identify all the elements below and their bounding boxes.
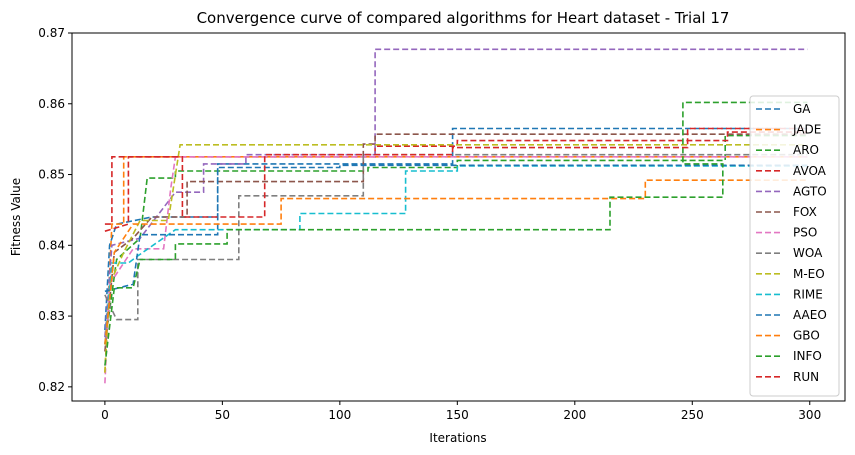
x-axis-ticks: 0 50 100 150 200 250 300 xyxy=(101,401,821,422)
series-line-woa xyxy=(104,153,808,321)
y-tick-label: 0.86 xyxy=(38,97,65,111)
series-layer xyxy=(104,48,808,384)
x-tick-label: 300 xyxy=(798,408,821,422)
x-tick-label: 150 xyxy=(446,408,469,422)
legend-box xyxy=(749,95,840,397)
y-tick-label: 0.87 xyxy=(38,26,65,40)
series-line-aaeo xyxy=(104,164,808,293)
plot-frame xyxy=(71,32,846,402)
y-tick-label: 0.83 xyxy=(38,309,65,323)
legend-label: RUN xyxy=(793,370,819,384)
legend-label: FOX xyxy=(793,205,817,219)
legend-label: GA xyxy=(793,102,811,116)
x-axis-label: Iterations xyxy=(429,431,486,445)
legend-label: AVOA xyxy=(793,164,827,178)
y-axis-ticks: 0.82 0.83 0.84 0.85 0.86 0.87 xyxy=(38,26,72,394)
series-line-gbo xyxy=(104,179,808,345)
series-line-info xyxy=(104,101,808,366)
y-tick-label: 0.85 xyxy=(38,168,65,182)
legend-label: RIME xyxy=(793,287,823,301)
y-tick-label: 0.84 xyxy=(38,238,65,252)
series-line-fox xyxy=(104,133,808,352)
legend-label: ARO xyxy=(793,143,819,157)
legend-label: WOA xyxy=(793,246,823,260)
legend: GA JADE ARO AVOA AGTO FOX PSO WOA M-EO RIME AAEO GB… xyxy=(749,95,840,397)
legend-label: AAEO xyxy=(793,308,827,322)
series-line-rime xyxy=(104,165,808,345)
y-axis-label: Fitness Value xyxy=(9,178,23,256)
legend-label: M-EO xyxy=(793,267,825,281)
legend-label: AGTO xyxy=(793,184,827,198)
y-tick-label: 0.82 xyxy=(38,380,65,394)
series-line-avoa xyxy=(104,131,808,232)
legend-label: PSO xyxy=(793,226,817,240)
legend-label: INFO xyxy=(793,349,822,363)
x-tick-label: 100 xyxy=(328,408,351,422)
x-tick-label: 250 xyxy=(681,408,704,422)
legend-label: JADE xyxy=(792,123,821,137)
x-tick-label: 50 xyxy=(215,408,230,422)
series-line-run xyxy=(104,127,808,225)
chart-title: Convergence curve of compared algorithms… xyxy=(197,9,730,27)
x-tick-label: 0 xyxy=(101,408,109,422)
series-line-m-eo xyxy=(104,144,808,373)
legend-label: GBO xyxy=(793,329,820,343)
x-tick-label: 200 xyxy=(563,408,586,422)
